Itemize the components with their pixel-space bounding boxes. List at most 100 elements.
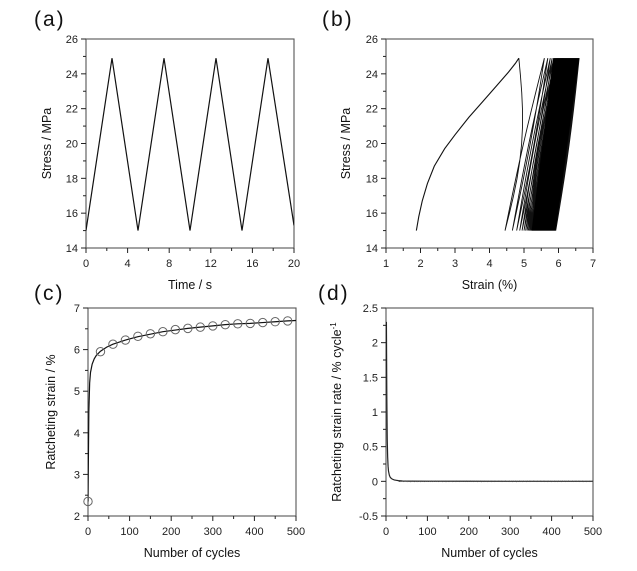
- data-marker: [170, 324, 181, 335]
- x-tick-label: 300: [204, 526, 222, 538]
- y-tick-label: 18: [366, 173, 378, 185]
- y-tick-label: 22: [366, 104, 378, 116]
- x-tick-label: 6: [555, 258, 561, 270]
- data-marker: [258, 317, 268, 328]
- x-tick-label: 0: [83, 258, 89, 270]
- stress-time-line: [86, 58, 294, 231]
- x-tick-label: 100: [418, 526, 436, 538]
- panel-label: (c): [34, 282, 65, 305]
- data-marker: [195, 322, 206, 332]
- x-tick-label: 12: [205, 258, 217, 270]
- panel-label: (a): [34, 8, 66, 31]
- x-axis-title: Strain (%): [462, 278, 518, 292]
- y-axis-title-text: Ratcheting strain / %: [44, 354, 58, 469]
- y-tick-label: 5: [74, 386, 80, 398]
- x-tick-label: 4: [486, 258, 492, 270]
- x-tick-label: 400: [245, 526, 263, 538]
- data-marker: [108, 339, 118, 349]
- y-axis-title: Ratcheting strain / %: [44, 354, 58, 469]
- y-tick-label: 16: [366, 208, 378, 220]
- ratcheting-rate-curve: [386, 321, 593, 482]
- y-tick-label: 22: [66, 104, 78, 116]
- y-tick-label: 16: [66, 208, 78, 220]
- x-tick-label: 20: [288, 258, 300, 270]
- panel-d: 0 100 200 300 400 500 -0.5 0 0.5 1 1.5 2 2.5 Number o…: [318, 282, 602, 560]
- panel-label: (d): [318, 282, 350, 305]
- x-tick-label: 200: [162, 526, 180, 538]
- panel-label: (b): [322, 8, 354, 31]
- y-axis-title: Ratcheting strain rate / % cycle-1: [329, 322, 344, 502]
- x-tick-label: 5: [521, 258, 527, 270]
- y-tick-label: 0: [372, 476, 378, 488]
- y-tick-label: 20: [66, 139, 78, 151]
- panel-a: 0 4 8 12 16 20 14 16 18 20 22 24 26 Time / s Stress / …: [34, 8, 300, 292]
- data-marker: [120, 335, 131, 345]
- x-tick-label: 8: [166, 258, 172, 270]
- data-marker: [282, 316, 293, 326]
- y-axis-title-text: Stress / MPa: [40, 108, 54, 180]
- x-tick-label: 500: [287, 526, 305, 538]
- x-tick-label: 1: [383, 258, 389, 270]
- y-tick-label: 2: [74, 511, 80, 523]
- y-tick-label: 20: [366, 139, 378, 151]
- y-tick-label: -0.5: [359, 511, 378, 523]
- y-tick-label: 1: [372, 407, 378, 419]
- y-tick-label: 7: [74, 303, 80, 315]
- y-tick-label: 4: [74, 428, 80, 440]
- plot-frame: [87, 307, 297, 517]
- y-axis-title-text: Ratcheting strain rate / % cycle: [330, 329, 344, 501]
- x-axis-title: Time / s: [168, 278, 212, 292]
- y-tick-label: 24: [366, 69, 378, 81]
- plot-frame: [385, 307, 594, 517]
- y-tick-label: 26: [366, 34, 378, 46]
- data-marker: [95, 346, 106, 357]
- y-tick-label: 2: [372, 338, 378, 350]
- x-tick-label: 0: [383, 526, 389, 538]
- y-axis-title-text: Stress / MPa: [339, 108, 353, 180]
- plot-area: [415, 57, 580, 231]
- data-marker: [133, 331, 143, 341]
- data-marker: [183, 323, 193, 334]
- x-tick-label: 500: [584, 526, 602, 538]
- x-axis-title: Number of cycles: [441, 546, 538, 560]
- data-marker: [158, 327, 168, 337]
- rate-noise-line: [398, 480, 593, 483]
- x-tick-label: 2: [417, 258, 423, 270]
- plot-area: [86, 58, 294, 231]
- dense-loop-band: [531, 58, 580, 231]
- plot-area: [386, 321, 593, 483]
- y-tick-label: 24: [66, 69, 78, 81]
- x-tick-label: 200: [460, 526, 478, 538]
- y-tick-label: 18: [66, 173, 78, 185]
- data-marker: [208, 321, 218, 331]
- y-tick-label: 14: [66, 243, 78, 255]
- y-tick-label: 14: [366, 243, 378, 255]
- ratcheting-strain-curve: [88, 319, 296, 502]
- y-tick-label: 3: [74, 469, 80, 481]
- data-marker: [233, 319, 243, 329]
- x-tick-label: 0: [85, 526, 91, 538]
- y-axis-title: Stress / MPa: [40, 108, 54, 180]
- y-axis-title-superscript: -1: [329, 322, 338, 330]
- x-tick-label: 7: [590, 258, 596, 270]
- panel-b: 1 2 3 4 5 6 7 14 16 18 20 22 24 26 Strain (%) Stress / …: [322, 8, 596, 292]
- x-tick-label: 100: [120, 526, 138, 538]
- data-marker: [83, 496, 93, 507]
- y-tick-label: 26: [66, 34, 78, 46]
- initial-loading-curve: [415, 57, 520, 231]
- x-tick-label: 400: [542, 526, 560, 538]
- y-axis-title: Stress / MPa: [339, 108, 353, 180]
- x-axis-title: Number of cycles: [144, 546, 241, 560]
- x-tick-label: 4: [125, 258, 131, 270]
- x-tick-label: 300: [501, 526, 519, 538]
- x-tick-label: 3: [452, 258, 458, 270]
- y-tick-label: 1.5: [363, 372, 378, 384]
- data-marker: [245, 318, 255, 329]
- data-marker: [145, 329, 156, 339]
- data-marker: [220, 319, 230, 330]
- plot-area: [88, 319, 296, 502]
- x-tick-label: 16: [246, 258, 258, 270]
- y-tick-label: 2.5: [363, 303, 378, 315]
- y-tick-label: 6: [74, 345, 80, 357]
